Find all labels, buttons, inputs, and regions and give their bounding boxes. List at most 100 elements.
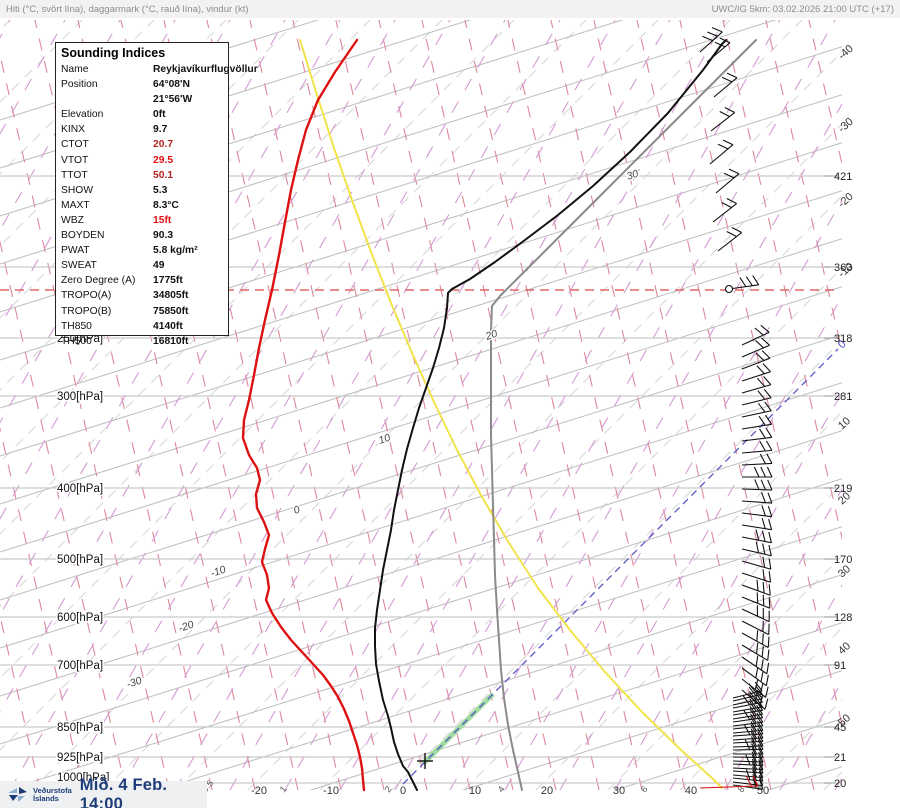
moist-adiabat-line [0, 334, 842, 601]
mixing-ratio-line [284, 20, 726, 790]
wind-barb-tick [758, 762, 764, 774]
wind-barb-tick [728, 168, 740, 175]
wind-barb-tick [757, 731, 764, 742]
vedurstofa-logo-text: Veðurstofa Íslands [33, 786, 72, 803]
indices-title: Sounding Indices [61, 46, 166, 60]
isotherm-line [247, 195, 842, 790]
height-axis-label: 45 [834, 722, 846, 734]
wind-barb-shaft [741, 436, 772, 442]
isotherm-bottom-label: 0 [400, 785, 406, 797]
wind-barb [717, 227, 742, 252]
wind-barb-shaft [728, 284, 759, 290]
wind-barb-shaft [741, 632, 769, 649]
wind-barb-tick [711, 27, 723, 33]
wind-barb-tick [755, 693, 763, 703]
wind-barb [741, 414, 773, 430]
wind-barb-tick [758, 770, 764, 782]
wind-barb-tick [765, 674, 769, 686]
wind-barb [741, 556, 772, 570]
dry-adiabat-line [550, 20, 729, 790]
height-axis-label: 219 [834, 483, 852, 495]
dry-adiabat-line [0, 239, 127, 790]
wind-barb [732, 712, 764, 727]
wind-barb-shaft [741, 331, 770, 346]
index-label: TH850 [61, 320, 92, 332]
wind-barb-tick [756, 365, 765, 375]
index-label: VTOT [61, 154, 89, 166]
wind-barb-tick [750, 713, 757, 724]
reference-gray-curve [490, 39, 757, 791]
pressure-axis-label: 600[hPa] [57, 612, 103, 624]
wind-barb-tick [755, 697, 763, 708]
wind-barb-shaft [717, 232, 742, 252]
wind-barb-shaft [732, 733, 763, 737]
wind-barb-shaft [741, 423, 772, 430]
wind-barb-tick [756, 377, 766, 387]
index-value: 75850ft [153, 305, 189, 317]
wind-barb-tick [760, 479, 766, 491]
wind-barb-tick [754, 327, 764, 336]
index-value: 4140ft [153, 320, 183, 332]
wind-barb-tick [749, 694, 757, 704]
wind-barb [715, 168, 740, 194]
wind-barb [699, 27, 723, 53]
index-row: CTOT 20.7 [61, 137, 223, 152]
wind-barb-tick [726, 72, 738, 79]
bottom-status-bar: Veðurstofa Íslands Mið. 4 Feb. 14:00 [0, 776, 207, 808]
adiabat-label: 20 [483, 328, 499, 344]
vedurstofa-logo: Veðurstofa Íslands [5, 783, 72, 807]
isotherm-line [0, 20, 443, 463]
wind-barb-shaft [741, 410, 772, 418]
wind-barb-shaft [732, 740, 763, 744]
pressure-axis-label: 300[hPa] [57, 391, 103, 403]
index-label: PWAT [61, 245, 90, 257]
wind-barb-tick [761, 646, 764, 658]
wind-barb [732, 769, 764, 782]
wind-barb-tick [726, 198, 737, 205]
wind-barb-shaft [741, 584, 771, 596]
index-label: SHOW [61, 184, 94, 196]
wind-barb-tick [767, 492, 773, 504]
wind-barb-tick [756, 716, 764, 727]
wind-barb-shaft [732, 721, 763, 727]
dry-adiabat-line [593, 20, 772, 790]
wind-barb [741, 630, 770, 649]
index-value: 5.8 kg/m² [153, 245, 198, 257]
wind-barb-tick [722, 139, 734, 146]
model-run-label: UWC/IG 5km: 03.02.2026 21:00 UTC (+17) [711, 3, 894, 15]
wind-barb-tick [749, 709, 757, 720]
wind-barb-shaft [741, 620, 769, 636]
wind-barb-shaft [715, 173, 740, 194]
pressure-axis-label: 400[hPa] [57, 483, 103, 495]
wind-barb-shaft [741, 357, 771, 370]
wind-barb-tick [719, 37, 731, 44]
isotherm-line [463, 411, 842, 790]
wind-barb-tick [754, 479, 760, 490]
moist-adiabat-line [309, 622, 842, 790]
mixing-ratio-line [449, 102, 842, 790]
wind-barb-tick [721, 202, 732, 209]
wind-barb-shaft [741, 344, 770, 358]
adiabat-label: 30 [625, 168, 640, 183]
index-row: TROPO(B) 75850ft [61, 304, 223, 319]
isotherm-line [175, 123, 842, 790]
wind-barb [741, 579, 771, 596]
wind-barb-tick [756, 704, 764, 715]
wind-barb-tick [765, 440, 773, 451]
wind-barb-tick [748, 686, 757, 697]
dry-adiabat-line [77, 20, 256, 790]
wind-barb-tick [750, 731, 757, 743]
wind-barb-tick [759, 428, 766, 439]
wind-barb [741, 453, 773, 466]
dry-adiabat-line [206, 20, 385, 790]
wind-barb-tick [756, 642, 759, 654]
wind-barb [741, 388, 772, 406]
wind-barb-tick [759, 441, 766, 452]
logo-text-line2: Íslands [33, 793, 59, 803]
index-label: BOYDEN [61, 230, 105, 242]
wind-barb-shaft [732, 774, 763, 779]
index-label: MAXT [61, 199, 90, 211]
wind-barb-tick [757, 724, 764, 735]
isotherm-line [0, 20, 371, 391]
height-axis-label: 421 [834, 171, 852, 183]
